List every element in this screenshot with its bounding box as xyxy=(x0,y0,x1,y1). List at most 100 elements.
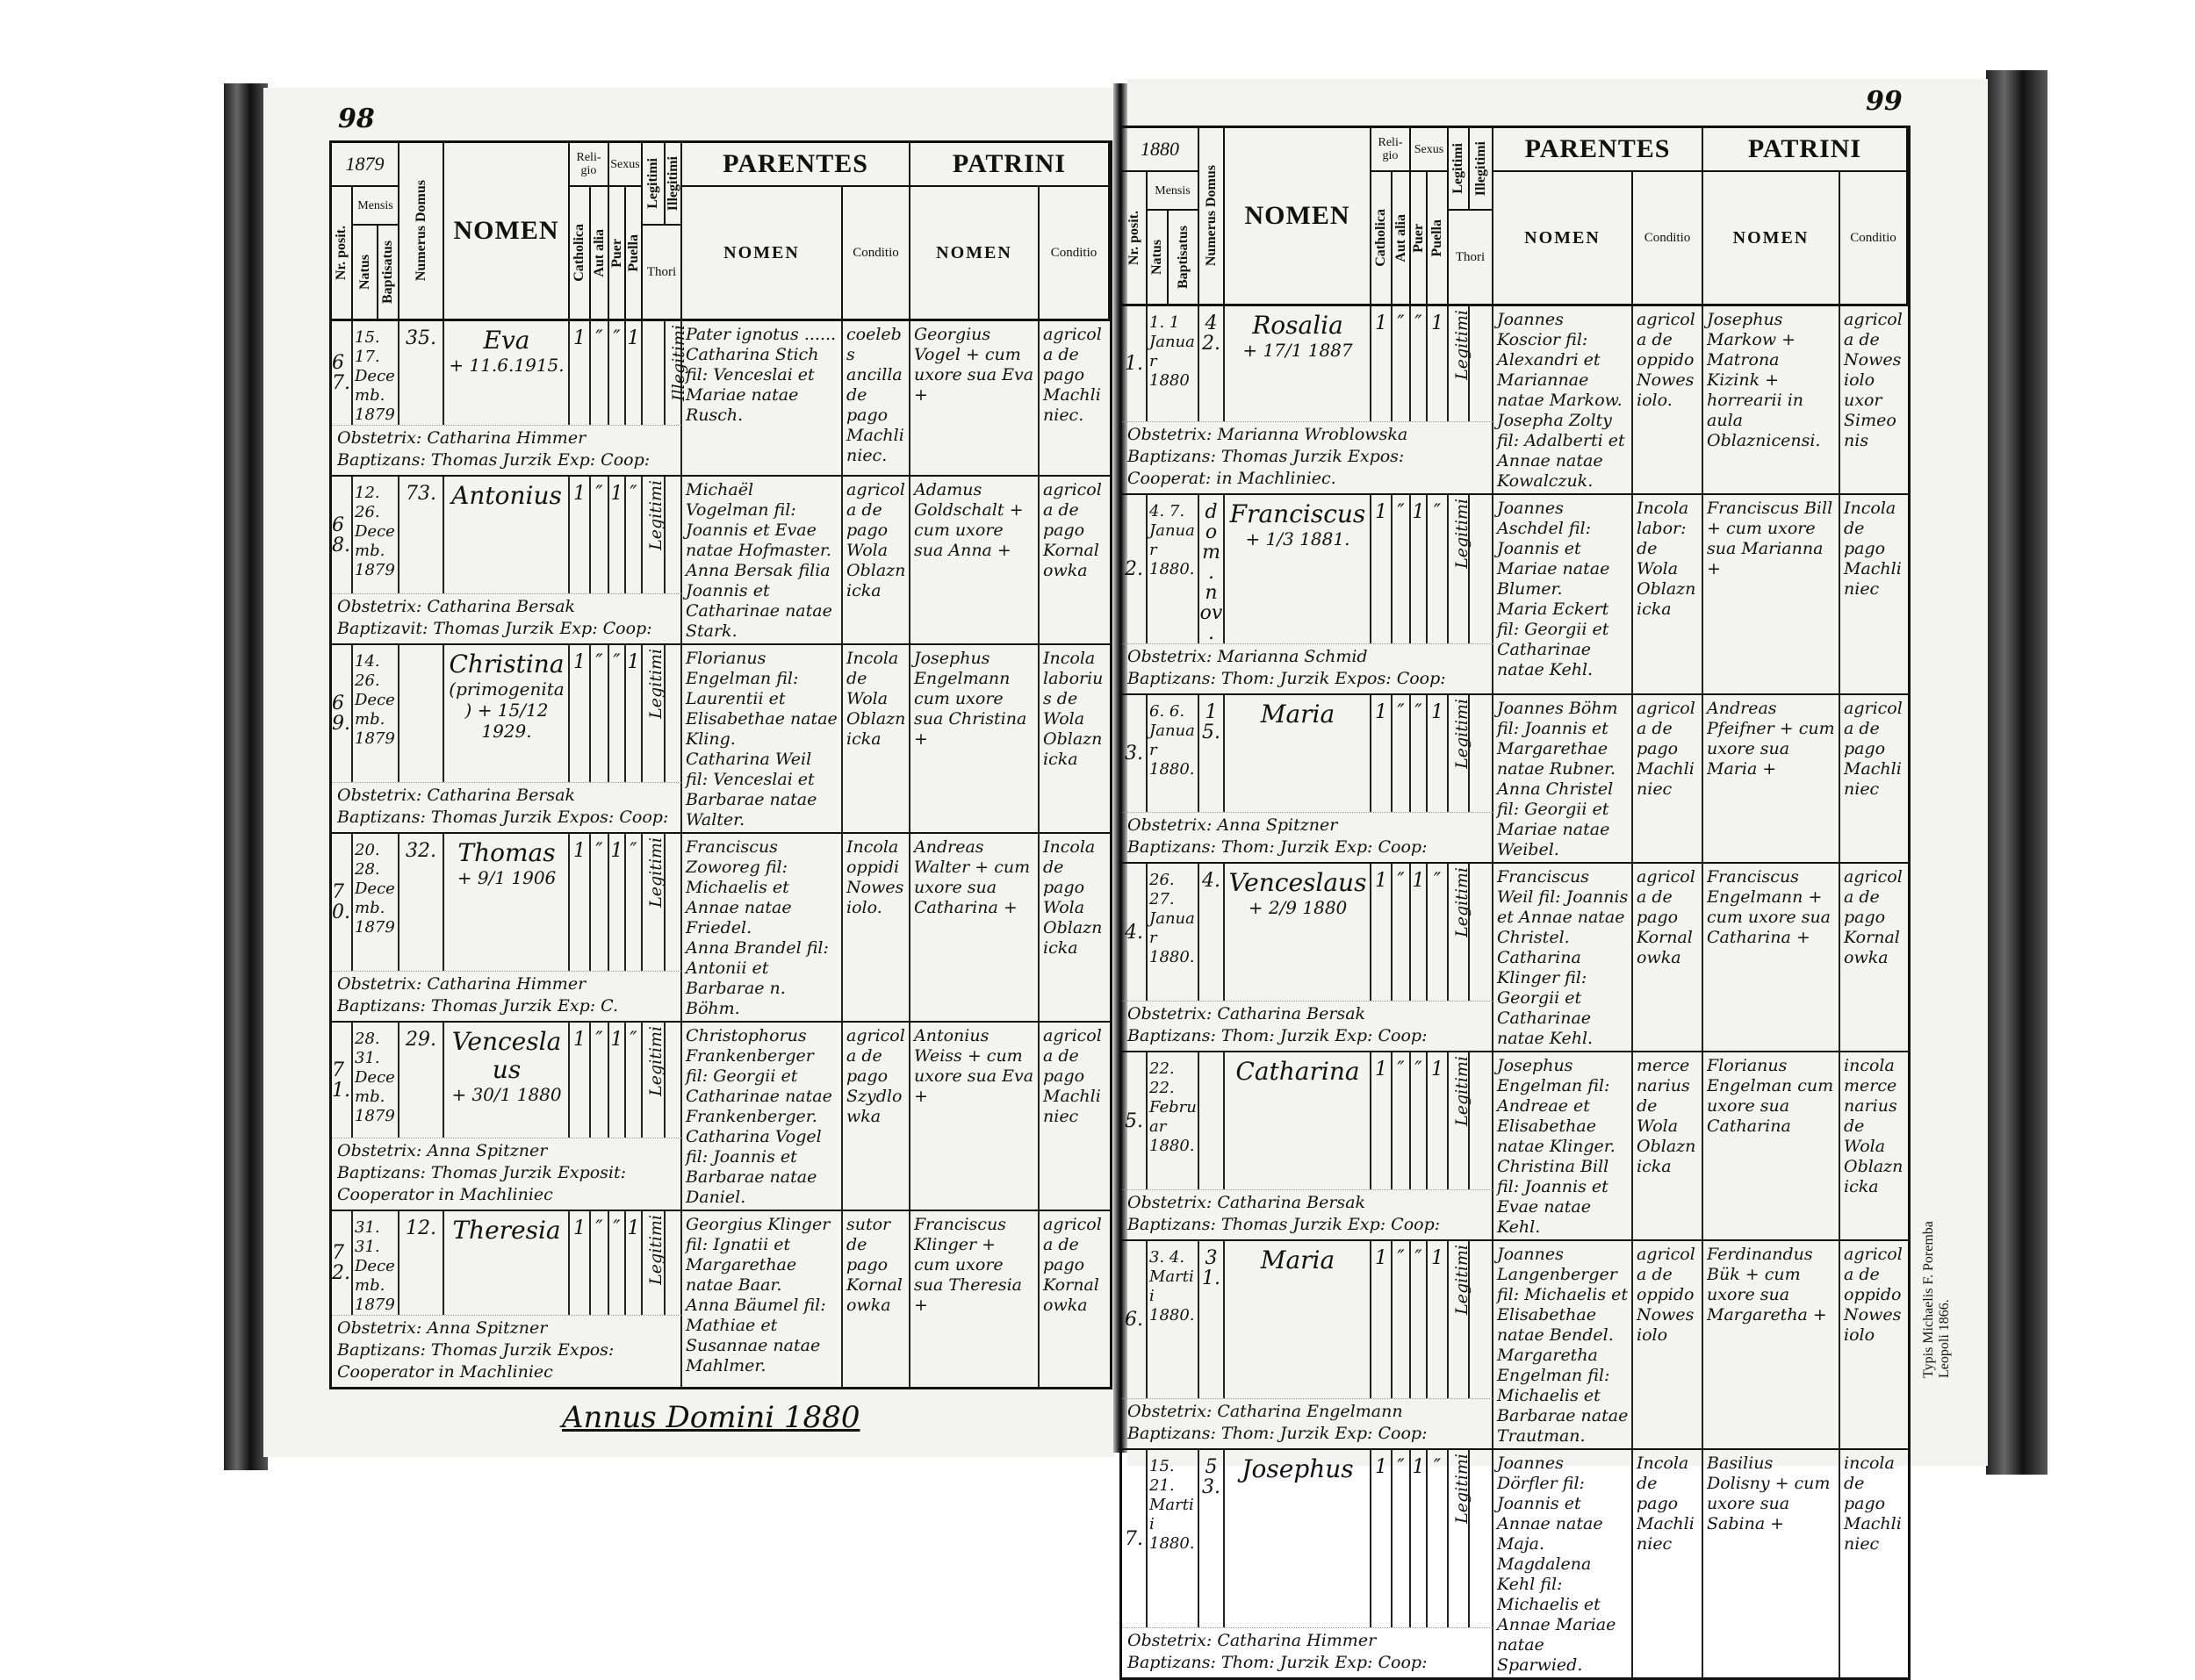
day-baptisatus: 21. xyxy=(1149,1476,1175,1495)
illegitimi-cell xyxy=(1470,1052,1493,1189)
month: Decemb. xyxy=(355,1068,395,1106)
parentes-conditio-header-text: Conditio xyxy=(853,246,899,260)
birth-date: 12. 26. Decemb. 1879 xyxy=(353,477,399,593)
birth-date: 4. 7. Januar 1880. xyxy=(1148,495,1199,643)
day-baptisatus: 31. xyxy=(355,1049,380,1067)
mensis-header-text: Mensis xyxy=(357,198,393,212)
father: Michaël Vogelman fil: Joannis et Evae na… xyxy=(686,480,831,560)
day-natus: 14. xyxy=(355,652,380,671)
parents-names: Franciscus Weil fil: Joannis et Annae na… xyxy=(1493,864,1633,1051)
child-name-text: Rosalia xyxy=(1252,311,1343,340)
year-label-text: 1880 xyxy=(1141,138,1179,160)
entry-number: 69. xyxy=(332,645,353,782)
day-baptisatus: 26. xyxy=(355,671,380,690)
patrini-header: PATRINI xyxy=(910,143,1110,187)
sexus-puer: ″ xyxy=(1411,1241,1428,1398)
sexus-puella: 1 xyxy=(1428,306,1449,421)
nr-posit-header: Nr. posit. xyxy=(1122,172,1148,304)
midwife-baptizer: Obstetrix: Catharina Bersak Baptizavit: T… xyxy=(332,593,682,643)
sexus-puella: ″ xyxy=(1428,1450,1449,1627)
parents-names: Franciscus Zoworeg fil: Michaelis et Ann… xyxy=(682,834,843,1021)
baptizans: Baptizans: Thom: Jurzik Expos: Coop: xyxy=(1127,669,1446,688)
religio-aut-alia: ″ xyxy=(591,645,609,782)
patrini-conditio-header-text: Conditio xyxy=(1850,231,1896,245)
register-entry-row: 4. 26. 27. Januar 1880. 4. Venceslaus + 2/9 1… xyxy=(1122,864,1908,1052)
natus-header: Natus xyxy=(1148,211,1169,304)
parentes-conditio-header: Conditio xyxy=(843,187,910,319)
religio-aut-alia: ″ xyxy=(591,321,609,425)
legitimi-cell: Legitimi xyxy=(1449,495,1472,643)
illegitimi-cell xyxy=(1470,1450,1493,1627)
patrini-header: PATRINI xyxy=(1703,128,1908,172)
death-note: + 30/1 1880 xyxy=(451,1084,562,1105)
parents-names: Joannes Koscior fil: Alexandri et Marian… xyxy=(1493,306,1633,493)
religio-aut-alia: ″ xyxy=(1393,495,1411,643)
sexus-puella: ″ xyxy=(1428,864,1449,1001)
legitimi-cell: Legitimi xyxy=(1449,306,1472,421)
father: Pater ignotus ...... xyxy=(686,325,837,344)
child-name: Catharina xyxy=(1225,1052,1371,1189)
godparents-condition: agricola de pago Machliniec xyxy=(1844,699,1903,799)
sexus-header: Sexus xyxy=(1411,128,1449,172)
baptizans: Baptizans: Thomas Jurzik Expos: Cooperat… xyxy=(1127,447,1405,488)
sexus-puella: ″ xyxy=(626,477,643,593)
sexus-puer: ″ xyxy=(1411,1052,1428,1189)
godparents-condition: agricola de pago Kornalowka xyxy=(1043,480,1102,580)
numerus-domus-header-text: Numerus Domus xyxy=(1203,165,1219,267)
entry-number: 71. xyxy=(332,1023,353,1138)
puer-header: Puer xyxy=(609,187,626,319)
day-baptisatus: 1 xyxy=(1169,313,1180,332)
obstetrix: Obstetrix: Marianna Schmid xyxy=(1127,647,1368,666)
child-name: Maria xyxy=(1225,695,1371,812)
month: Januar xyxy=(1149,333,1195,370)
birth-year: 1879 xyxy=(355,1107,395,1125)
baptizans: Baptizans: Thomas Jurzik Exposit: Cooper… xyxy=(337,1163,627,1204)
puella-header-text: Puella xyxy=(1429,219,1444,257)
legitimi-header: Legitimi xyxy=(1449,128,1470,211)
register-entry-row: 72. 31. 31. Decemb. 1879 12. Theresia 1 ″ ″ 1 Leg… xyxy=(332,1211,1110,1387)
entry-number: 6. xyxy=(1122,1241,1148,1398)
legitimi-cell: Legitimi xyxy=(643,1023,666,1138)
birth-date: 22. 22. Februar 1880. xyxy=(1148,1052,1199,1189)
birth-year: 1879 xyxy=(355,561,395,579)
mother: Catharina Vogel fil: Joannis et Barbarae… xyxy=(686,1127,822,1207)
death-note: (primogenita) + 15/12 1929. xyxy=(449,678,565,742)
birth-date: 26. 27. Januar 1880. xyxy=(1148,864,1199,1001)
death-note: + 17/1 1887 xyxy=(1242,340,1353,361)
parents-names: Pater ignotus ...... Catharina Stich fil:… xyxy=(682,321,843,475)
religio-catholica: 1 xyxy=(570,834,591,971)
thori-header-text: Thori xyxy=(646,265,677,279)
death-note: + 1/3 1881. xyxy=(1245,528,1350,549)
religio-aut-alia: ″ xyxy=(1393,1241,1411,1398)
death-note: + 9/1 1906 xyxy=(457,867,557,888)
parentes-header: PARENTES xyxy=(682,143,910,187)
parents-condition: sutor de pago Kornalowka xyxy=(843,1211,910,1387)
patrini-nomen-header: NOMEN xyxy=(1703,172,1840,304)
parentes-header-text: PARENTES xyxy=(723,149,868,178)
mother: Catharina Weil fil: Venceslai et Barbara… xyxy=(686,750,817,829)
parents-names: Joannes Langenberger fil: Michaelis et E… xyxy=(1493,1241,1633,1448)
entry-number: 68. xyxy=(332,477,353,593)
catholica-header: Catholica xyxy=(1371,172,1393,304)
baptisatus-header: Baptisatus xyxy=(378,226,399,319)
obstetrix: Obstetrix: Catharina Bersak xyxy=(1127,1004,1366,1023)
register-entry-row: 67. 15. 17. Decemb. 1879 35. Eva + 11.6.1915.… xyxy=(332,321,1110,477)
house-number: 42. xyxy=(1199,306,1225,421)
parentes-header-text: PARENTES xyxy=(1524,134,1671,163)
religio-catholica: 1 xyxy=(1371,306,1393,421)
religio-catholica: 1 xyxy=(570,1023,591,1138)
father: Joannes Dörfler fil: Joannis et Annae na… xyxy=(1497,1454,1603,1554)
parents-condition: Incola labor: de Wola Oblaznicka xyxy=(1633,495,1703,693)
register-entry-row: 1. 1. 1 Januar 1880 42. Rosalia + 17/1 1887 1 ″… xyxy=(1122,306,1908,495)
parents-condition: agricola de oppido Nowesiolo xyxy=(1633,1241,1703,1448)
midwife-baptizer: Obstetrix: Catharina Himmer Baptizans: Th… xyxy=(332,425,682,475)
child-name-text: Maria xyxy=(1260,1246,1335,1274)
day-natus: 3. xyxy=(1149,1248,1165,1267)
religio-aut-alia: ″ xyxy=(1393,864,1411,1001)
religio-aut-alia: ″ xyxy=(1393,1052,1411,1189)
birth-year: 1879 xyxy=(355,729,395,748)
mother: Josepha Zolty fil: Adalberti et Annae na… xyxy=(1497,411,1625,491)
religio-catholica: 1 xyxy=(1371,1450,1393,1627)
day-baptisatus: 28. xyxy=(355,860,380,879)
house-number: 53. xyxy=(1199,1450,1225,1627)
